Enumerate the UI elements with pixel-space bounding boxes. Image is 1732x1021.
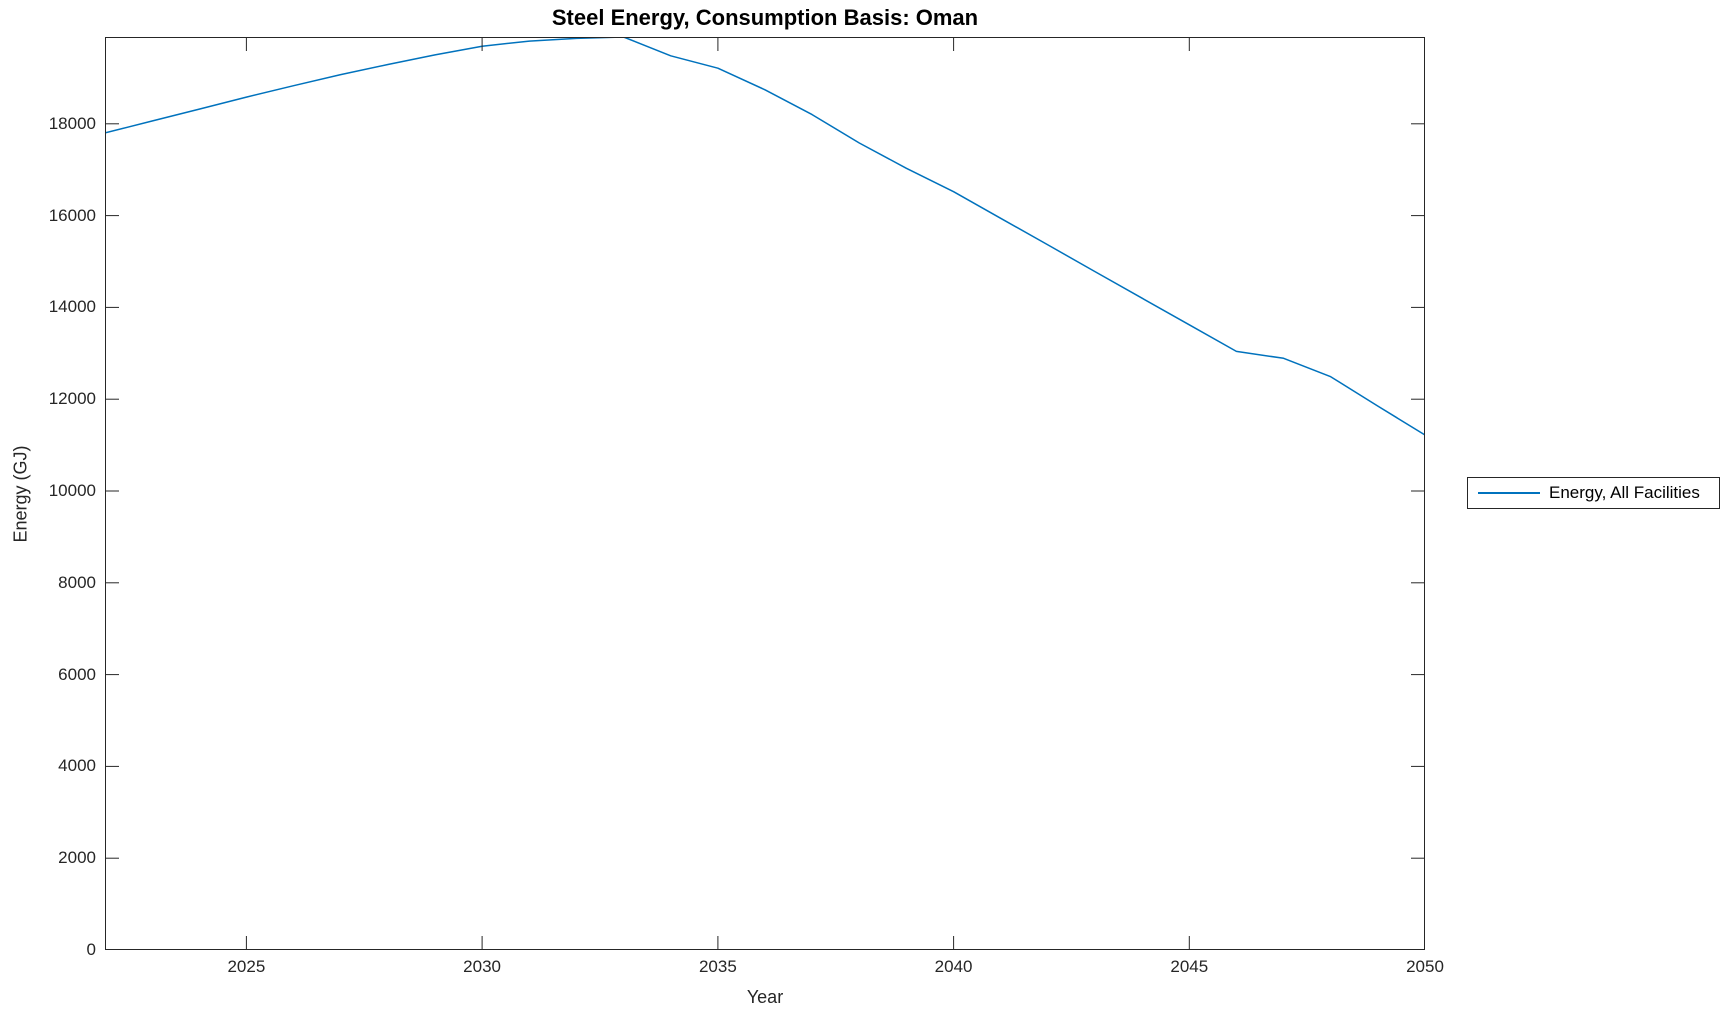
x-tick-label: 2045 — [1170, 957, 1209, 976]
series-line — [105, 37, 1425, 436]
y-tick-label: 10000 — [48, 481, 96, 500]
legend-line-sample — [1478, 492, 1540, 494]
axes-border — [105, 37, 1425, 950]
x-axis-label: Year — [746, 987, 784, 1007]
y-tick-label: 2000 — [58, 848, 96, 868]
x-tick-label: 2025 — [227, 957, 266, 976]
plot-area — [105, 37, 1425, 950]
chart-title: Steel Energy, Consumption Basis: Oman — [551, 5, 979, 30]
y-tick-label: 12000 — [48, 389, 96, 409]
x-tick-label: 2035 — [698, 957, 737, 976]
plot-wrap — [105, 37, 1425, 950]
y-tick-label: 14000 — [48, 297, 96, 317]
y-tick-label: 8000 — [58, 572, 96, 592]
y-tick-label: 18000 — [48, 113, 96, 133]
y-tick-label: 4000 — [58, 756, 96, 776]
x-tick-label: 2040 — [934, 957, 973, 976]
legend: Energy, All Facilities — [1467, 477, 1720, 509]
legend-entry-label: Energy, All Facilities — [1549, 483, 1700, 502]
x-tick-label: 2030 — [463, 957, 502, 976]
y-tick-label: 6000 — [58, 664, 96, 684]
x-tick-label: 2050 — [1406, 957, 1444, 976]
y-tick-label: 16000 — [48, 205, 96, 225]
y-tick-label: 0 — [86, 940, 96, 959]
